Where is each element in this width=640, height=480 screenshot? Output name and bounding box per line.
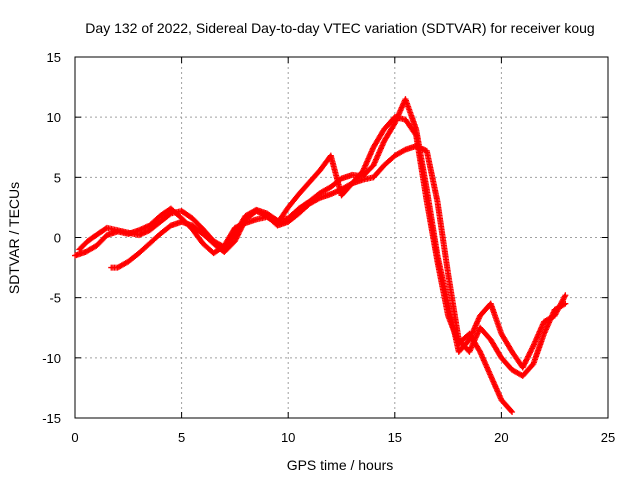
data-point-marker	[561, 301, 568, 308]
y-tick-label: 0	[54, 231, 61, 246]
series-track-c	[108, 143, 569, 379]
x-tick-label: 0	[71, 430, 78, 445]
data-points	[72, 96, 569, 415]
x-axis-label: GPS time / hours	[287, 457, 394, 473]
chart-title: Day 132 of 2022, Sidereal Day-to-day VTE…	[85, 20, 594, 36]
data-point-marker	[509, 408, 516, 415]
y-tick-label: 10	[47, 110, 61, 125]
data-point-marker	[347, 181, 354, 188]
data-point-marker	[166, 211, 173, 218]
y-tick-label: -5	[49, 291, 61, 306]
y-tick-label: -10	[42, 351, 61, 366]
data-point-marker	[508, 407, 515, 414]
axis-ticks: 0 5 10 15 20 25 -15 -10 -5 0 5 10 15	[42, 50, 615, 445]
series-track-b	[76, 96, 569, 371]
y-tick-label: -15	[42, 411, 61, 426]
y-tick-label: 5	[54, 170, 61, 185]
x-tick-label: 20	[494, 430, 508, 445]
x-tick-label: 25	[601, 430, 615, 445]
y-tick-label: 15	[47, 50, 61, 65]
data-point-marker	[562, 300, 569, 307]
data-point-marker	[401, 147, 408, 154]
x-tick-label: 15	[388, 430, 402, 445]
y-axis-label: SDTVAR / TECUs	[6, 182, 22, 294]
x-tick-label: 10	[281, 430, 295, 445]
data-point-marker	[315, 195, 322, 202]
data-point-marker	[562, 292, 569, 299]
x-tick-label: 5	[178, 430, 185, 445]
